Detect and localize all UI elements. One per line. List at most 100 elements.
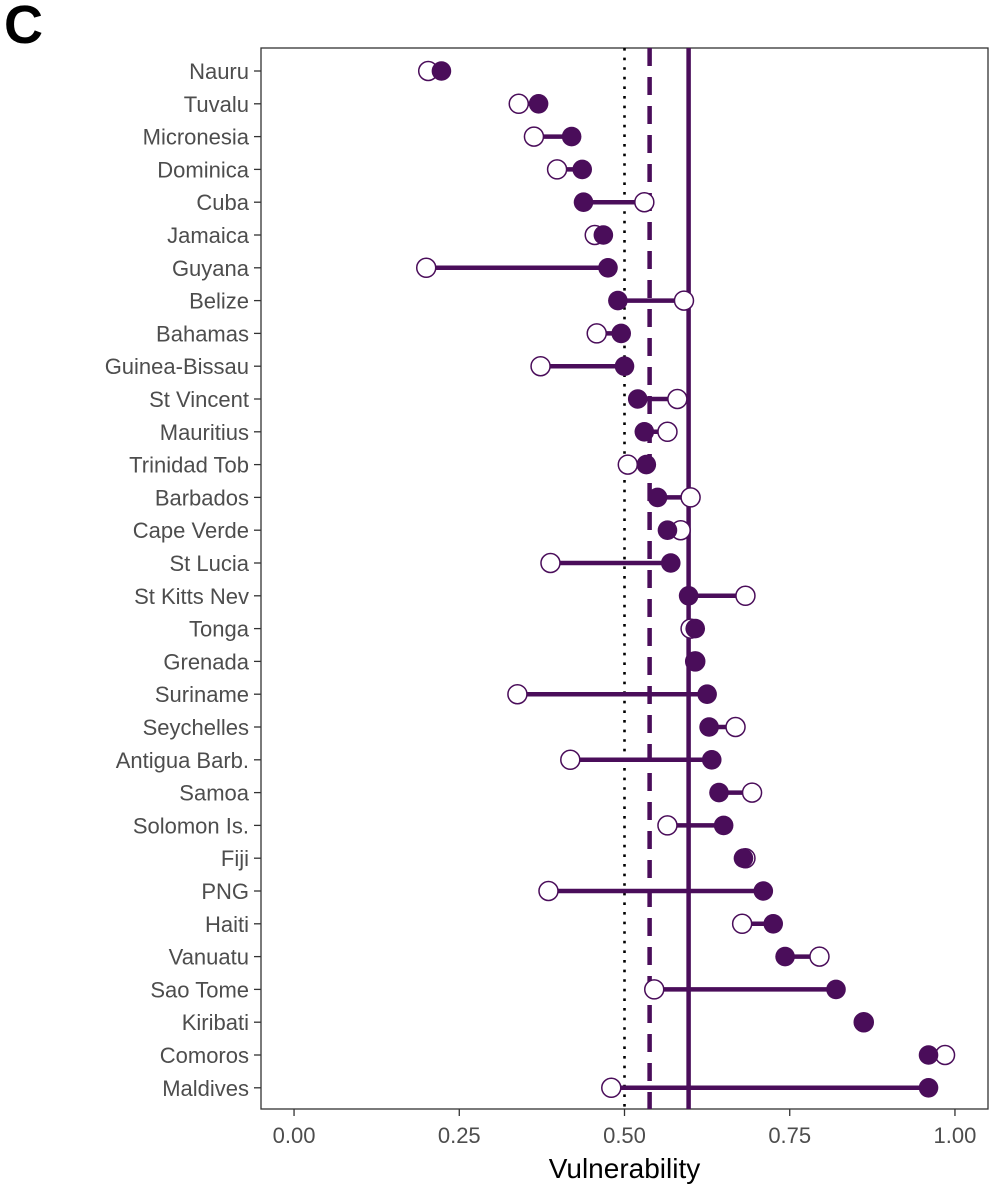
filled-point-png [753, 881, 774, 901]
y-label-trinidad-tob: Trinidad Tob [129, 453, 249, 478]
y-label-seychelles: Seychelles [143, 715, 249, 740]
y-label-guyana: Guyana [172, 256, 250, 281]
open-point-comoros [934, 1044, 956, 1066]
y-label-png: PNG [201, 879, 249, 904]
y-label-antigua-barb: Antigua Barb. [116, 748, 249, 773]
filled-point-mauritius [634, 422, 655, 442]
points [415, 60, 956, 1099]
filled-point-micronesia [561, 126, 582, 147]
y-label-suriname: Suriname [155, 682, 249, 707]
open-point-mauritius [657, 421, 678, 443]
open-point-barbados [680, 487, 701, 508]
y-label-cape-verde: Cape Verde [133, 518, 249, 543]
filled-point-bahamas [611, 323, 631, 344]
filled-point-kiribati [853, 1012, 874, 1032]
open-point-guinea-bissau [530, 355, 551, 377]
open-point-st-kitts-nev [735, 585, 756, 607]
open-point-tuvalu [508, 93, 530, 115]
open-point-antigua-barb [560, 749, 581, 771]
x-tick-label-3: 0.75 [768, 1123, 811, 1148]
filled-point-st-kitts-nev [678, 586, 699, 606]
y-label-barbados: Barbados [155, 485, 249, 510]
y-label-mauritius: Mauritius [160, 420, 249, 445]
open-point-maldives [601, 1077, 622, 1099]
y-label-solomon-is: Solomon Is. [133, 813, 249, 838]
open-point-png [538, 880, 559, 902]
open-point-samoa [741, 782, 763, 803]
filled-point-seychelles [699, 717, 719, 737]
filled-point-suriname [697, 684, 717, 704]
y-label-tonga: Tonga [189, 617, 250, 642]
filled-point-solomon-is [713, 815, 734, 836]
filled-point-guinea-bissau [614, 356, 635, 377]
y-label-guinea-bissau: Guinea-Bissau [105, 354, 249, 379]
y-label-tuvalu: Tuvalu [184, 92, 249, 117]
y-label-micronesia: Micronesia [143, 125, 250, 150]
y-label-grenada: Grenada [163, 649, 249, 674]
open-point-trinidad-tob [617, 454, 639, 475]
y-label-belize: Belize [189, 289, 249, 314]
filled-point-sao-tome [826, 979, 846, 1000]
x-axis: 0.00 0.25 0.50 0.75 1.00 [273, 1109, 977, 1148]
open-point-st-lucia [540, 552, 561, 574]
reference-lines [623, 48, 691, 1109]
y-axis: Nauru Tuvalu Micronesia Dominica Cuba Jamaica… [105, 59, 261, 1101]
open-point-vanuatu [809, 946, 830, 967]
y-label-kiribati: Kiribati [182, 1010, 249, 1035]
open-point-cuba [634, 191, 655, 213]
filled-point-fiji [733, 848, 754, 868]
y-label-nauru: Nauru [189, 59, 249, 84]
filled-point-jamaica [593, 225, 614, 245]
open-point-sao-tome [643, 979, 665, 1000]
filled-point-tuvalu [528, 94, 549, 114]
y-label-st-kitts-nev: St Kitts Nev [134, 584, 249, 609]
open-point-dominica [546, 159, 568, 180]
y-label-fiji: Fiji [221, 846, 249, 871]
filled-point-maldives [918, 1078, 939, 1098]
filled-point-antigua-barb [701, 750, 722, 770]
x-tick-label-2: 0.50 [603, 1123, 646, 1148]
y-label-maldives: Maldives [162, 1076, 249, 1101]
filled-point-st-vincent [627, 389, 648, 409]
y-label-haiti: Haiti [205, 912, 249, 937]
x-tick-label-1: 0.25 [438, 1123, 481, 1148]
filled-point-cuba [573, 192, 594, 212]
y-label-dominica: Dominica [157, 157, 249, 182]
y-label-comoros: Comoros [160, 1043, 249, 1068]
x-axis-title: Vulnerability [549, 1153, 700, 1184]
filled-point-barbados [647, 487, 668, 508]
open-point-st-vincent [667, 388, 688, 410]
filled-point-nauru [431, 61, 452, 81]
y-label-cuba: Cuba [196, 190, 249, 215]
x-tick-label-4: 1.00 [934, 1123, 977, 1148]
filled-point-vanuatu [775, 946, 795, 967]
filled-point-dominica [572, 159, 593, 180]
open-point-suriname [507, 683, 528, 705]
open-point-micronesia [523, 126, 545, 147]
x-tick-label-0: 0.00 [273, 1123, 316, 1148]
filled-point-samoa [709, 782, 729, 803]
filled-point-haiti [763, 914, 784, 934]
open-point-guyana [415, 257, 437, 279]
filled-point-guyana [598, 258, 618, 278]
open-point-haiti [731, 913, 753, 935]
y-label-sao-tome: Sao Tome [150, 977, 249, 1002]
filled-point-comoros [918, 1045, 939, 1065]
panel-letter: C [4, 0, 43, 55]
open-point-solomon-is [657, 815, 678, 836]
y-label-bahamas: Bahamas [156, 321, 249, 346]
filled-point-trinidad-tob [636, 454, 657, 475]
y-label-samoa: Samoa [179, 781, 249, 806]
y-label-vanuatu: Vanuatu [169, 945, 249, 970]
open-point-seychelles [725, 716, 746, 738]
filled-point-st-lucia [660, 553, 681, 573]
y-label-jamaica: Jamaica [167, 223, 250, 248]
open-point-bahamas [586, 323, 607, 344]
y-label-st-vincent: St Vincent [149, 387, 249, 412]
filled-point-tonga [685, 618, 706, 639]
filled-point-grenada [685, 651, 706, 672]
filled-point-cape-verde [657, 520, 678, 540]
y-label-st-lucia: St Lucia [170, 551, 250, 576]
open-point-belize [673, 290, 695, 311]
